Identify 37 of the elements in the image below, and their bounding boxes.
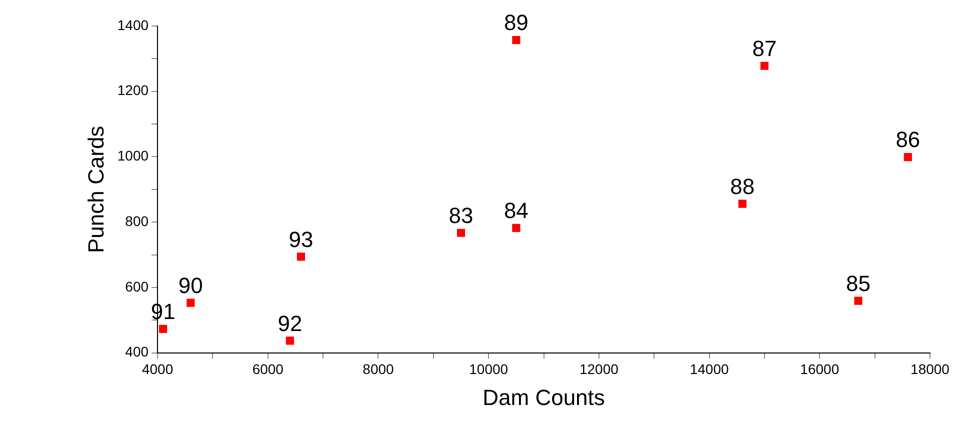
y-tick-label: 1400 bbox=[117, 16, 149, 33]
point bbox=[456, 228, 466, 237]
y-tick-label: 1000 bbox=[117, 148, 149, 164]
point bbox=[512, 36, 520, 44]
annotation: 93 bbox=[288, 226, 314, 252]
x-tick-label: 4000 bbox=[142, 361, 174, 378]
annotation: 88 bbox=[730, 174, 755, 199]
y-tick-label: 600 bbox=[125, 278, 149, 294]
x-tick-label: 16000 bbox=[800, 361, 840, 378]
y-tick-label: 1200 bbox=[117, 82, 149, 98]
annotation: 87 bbox=[752, 36, 777, 61]
annotation: 90 bbox=[178, 272, 203, 298]
annotation: 83 bbox=[448, 202, 474, 228]
annotation: 85 bbox=[846, 270, 871, 296]
point bbox=[512, 224, 520, 232]
x-tick-label: 6000 bbox=[252, 361, 284, 378]
y-tick-label: 800 bbox=[125, 212, 149, 229]
point bbox=[286, 336, 294, 345]
x-axis-title: Dam Counts bbox=[482, 384, 605, 410]
x-tick-label: 10000 bbox=[469, 361, 508, 378]
point bbox=[159, 324, 168, 333]
x-tick-label: 18000 bbox=[910, 361, 950, 378]
point bbox=[854, 296, 862, 305]
point bbox=[904, 153, 912, 162]
x-tick-label: 14000 bbox=[690, 361, 729, 378]
y-tick-label: 400 bbox=[125, 344, 149, 360]
annotation: 86 bbox=[896, 127, 920, 152]
annotation: 84 bbox=[504, 198, 528, 224]
x-tick-label: 8000 bbox=[362, 361, 394, 378]
point bbox=[296, 252, 306, 261]
annotation: 92 bbox=[278, 310, 302, 336]
x-tick-label: 12000 bbox=[579, 361, 619, 378]
point bbox=[186, 298, 195, 307]
y-axis-title: Punch Cards bbox=[83, 126, 108, 253]
point bbox=[738, 200, 746, 208]
point bbox=[760, 62, 769, 70]
annotation: 89 bbox=[504, 10, 528, 36]
